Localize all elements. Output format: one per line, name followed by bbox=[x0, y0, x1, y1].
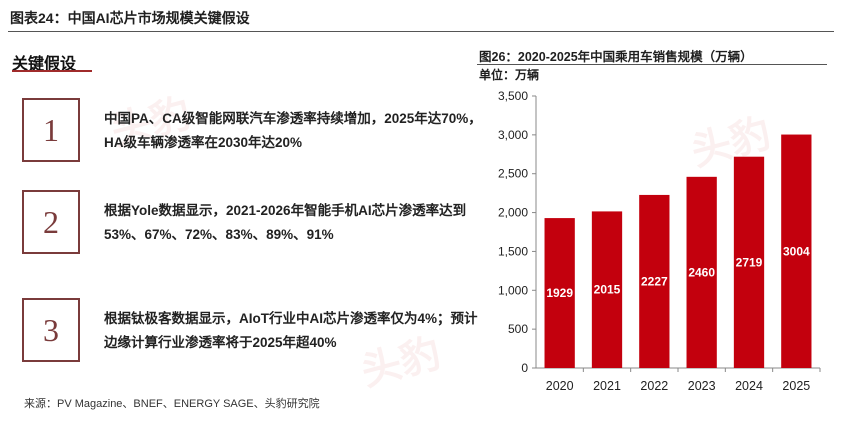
y-tick-label: 1,500 bbox=[498, 244, 528, 258]
source-note: 来源：PV Magazine、BNEF、ENERGY SAGE、头豹研究院 bbox=[24, 398, 320, 410]
assumption-item-1: 1 中国PA、CA级智能网联汽车渗透率持续增加，2025年达70%，HA级车辆渗… bbox=[22, 98, 482, 162]
assumption-text: 中国PA、CA级智能网联汽车渗透率持续增加，2025年达70%，HA级车辆渗透率… bbox=[104, 111, 482, 150]
page-title: 图表24：中国AI芯片市场规模关键假设 bbox=[10, 10, 250, 26]
assumption-number-box: 1 bbox=[22, 98, 80, 162]
bar bbox=[781, 134, 812, 368]
y-tick-label: 3,000 bbox=[498, 128, 528, 142]
x-tick-label: 2020 bbox=[546, 379, 574, 393]
x-tick-label: 2025 bbox=[782, 379, 810, 393]
section-heading-underline bbox=[12, 70, 92, 72]
assumption-item-3: 3 根据钛极客数据显示，AIoT行业中AI芯片渗透率仅为4%；预计边缘计算行业渗… bbox=[22, 298, 482, 362]
bar bbox=[591, 211, 623, 368]
data-label: 3004 bbox=[783, 244, 810, 258]
data-label: 2460 bbox=[688, 265, 715, 279]
x-tick-label: 2023 bbox=[688, 379, 716, 393]
data-label: 2719 bbox=[736, 255, 763, 269]
assumption-number: 1 bbox=[43, 111, 59, 148]
data-label: 1929 bbox=[546, 286, 573, 300]
x-tick-label: 2021 bbox=[593, 379, 621, 393]
x-tick-label: 2024 bbox=[735, 379, 763, 393]
chart-unit-label: 单位：万辆 bbox=[479, 68, 540, 82]
chart-title-divider bbox=[477, 64, 827, 65]
assumption-item-2: 2 根据Yole数据显示，2021-2026年智能手机AI芯片渗透率达到53%、… bbox=[22, 190, 482, 254]
title-divider bbox=[8, 31, 834, 32]
y-tick-label: 500 bbox=[508, 322, 528, 336]
assumption-number-box: 3 bbox=[22, 298, 80, 362]
assumption-text: 根据Yole数据显示，2021-2026年智能手机AI芯片渗透率达到53%、67… bbox=[104, 203, 467, 242]
assumption-number: 2 bbox=[43, 203, 59, 240]
bar bbox=[544, 218, 575, 368]
y-tick-label: 3,500 bbox=[498, 89, 528, 103]
bar bbox=[639, 194, 670, 368]
bar bbox=[686, 176, 717, 368]
x-tick-label: 2022 bbox=[640, 379, 668, 393]
assumption-number: 3 bbox=[43, 311, 59, 348]
y-tick-label: 2,500 bbox=[498, 167, 528, 181]
bar-chart: 0 500 1,000 1,500 2,000 2,500 3,000 3,500 2020 19… bbox=[498, 89, 821, 393]
bar bbox=[733, 156, 765, 368]
y-tick-label: 0 bbox=[521, 361, 528, 375]
assumption-number-box: 2 bbox=[22, 190, 80, 254]
data-label: 2015 bbox=[594, 283, 621, 297]
y-tick-label: 1,000 bbox=[498, 283, 528, 297]
y-tick-label: 2,000 bbox=[498, 206, 528, 220]
section-heading: 关键假设 bbox=[12, 56, 77, 73]
assumption-text: 根据钛极客数据显示，AIoT行业中AI芯片渗透率仅为4%；预计边缘计算行业渗透率… bbox=[104, 311, 478, 350]
data-label: 2227 bbox=[641, 274, 668, 288]
chart-title: 图26：2020-2025年中国乘用车销售规模（万辆） bbox=[479, 50, 753, 64]
